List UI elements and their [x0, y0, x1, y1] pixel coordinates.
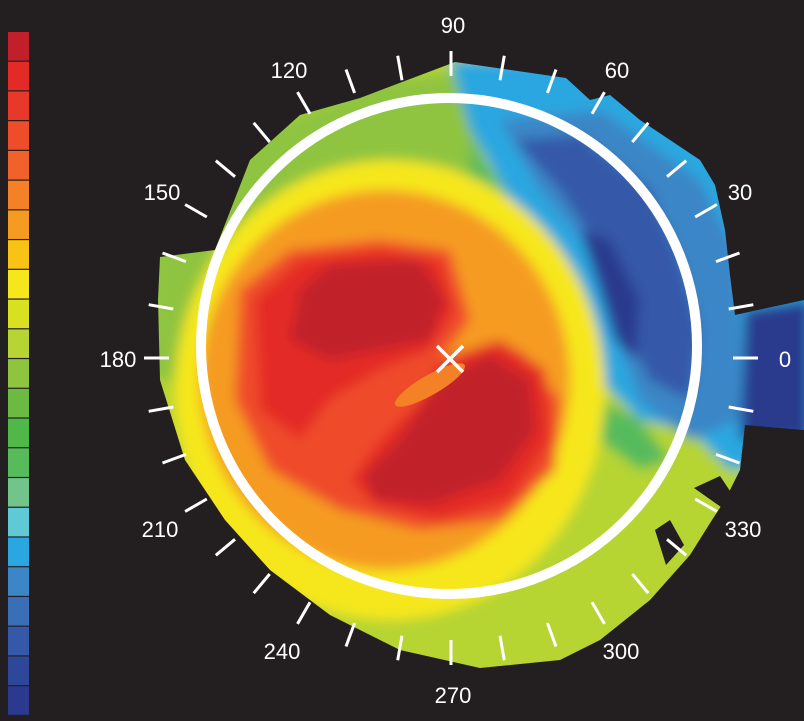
angle-tick — [590, 91, 606, 115]
colorbar-swatch — [8, 656, 29, 686]
reference-circle-outer — [196, 93, 702, 599]
colorbar-swatch — [8, 478, 29, 507]
center-cross-marker — [435, 344, 465, 374]
angle-tick — [344, 68, 357, 94]
angle-tick — [161, 251, 187, 264]
angle-tick — [214, 159, 236, 178]
angle-labels: 0 30 60 90 120 150 180 210 240 270 300 3… — [100, 13, 791, 708]
angle-tick — [694, 203, 718, 219]
angle-label-180: 180 — [100, 347, 137, 372]
angle-tick — [590, 601, 606, 625]
angle-tick — [296, 91, 312, 115]
colorbar-swatch — [8, 269, 29, 299]
angle-label-300: 300 — [603, 639, 640, 664]
angle-tick — [161, 452, 187, 465]
colorbar-swatch — [8, 180, 29, 210]
angle-tick — [296, 601, 312, 625]
colorbar-swatch — [8, 418, 29, 448]
angle-label-60: 60 — [605, 58, 629, 83]
angle-label-90: 90 — [441, 13, 465, 38]
angle-tick — [694, 497, 718, 513]
angle-tick — [631, 573, 650, 595]
angle-tick — [666, 538, 688, 557]
colorbar-swatch — [8, 61, 29, 91]
angle-tick — [148, 405, 174, 413]
angle-tick — [344, 622, 357, 648]
colorbar-swatch — [8, 150, 29, 180]
angle-tick — [252, 573, 271, 595]
angle-tick — [252, 121, 271, 143]
angle-tick — [396, 55, 404, 81]
angle-label-120: 120 — [271, 58, 308, 83]
colorbar-swatch — [8, 91, 29, 121]
colorbar-swatch — [8, 121, 29, 150]
rim-notch — [694, 476, 736, 512]
angle-tick — [545, 68, 558, 94]
colorbar-swatch — [8, 686, 29, 715]
angle-tick — [715, 251, 741, 264]
angle-label-0: 0 — [779, 347, 791, 372]
angle-label-240: 240 — [264, 639, 301, 664]
colorbar-swatch — [8, 597, 29, 626]
angle-tick — [184, 497, 208, 513]
angle-label-330: 330 — [725, 517, 762, 542]
angle-tick — [498, 635, 506, 661]
angle-tick — [396, 635, 404, 661]
angle-tick — [728, 405, 754, 413]
colorbar — [8, 32, 29, 715]
angle-tick — [148, 303, 174, 311]
colorbar-swatch — [8, 240, 29, 269]
angle-tick-marks — [144, 51, 758, 665]
angle-label-270: 270 — [435, 683, 472, 708]
colorbar-swatch — [8, 507, 29, 537]
angle-tick — [498, 55, 506, 81]
colorbar-swatch — [8, 567, 29, 596]
angle-tick — [631, 121, 650, 143]
colorbar-swatch — [8, 32, 29, 61]
angle-label-150: 150 — [144, 180, 181, 205]
angle-tick — [715, 452, 741, 465]
angle-tick — [184, 203, 208, 219]
angle-tick — [666, 159, 688, 178]
colorbar-swatch — [8, 329, 29, 358]
colorbar-swatch — [8, 210, 29, 239]
colorbar-swatch — [8, 299, 29, 329]
angle-tick — [545, 622, 558, 648]
colorbar-swatch — [8, 626, 29, 656]
colorbar-swatch — [8, 537, 29, 567]
colorbar-swatch — [8, 388, 29, 418]
angle-tick — [214, 538, 236, 557]
angle-label-210: 210 — [142, 517, 179, 542]
colorbar-swatch — [8, 448, 29, 477]
angle-tick — [728, 303, 754, 311]
colorbar-swatch — [8, 359, 29, 388]
angle-label-30: 30 — [728, 180, 752, 205]
